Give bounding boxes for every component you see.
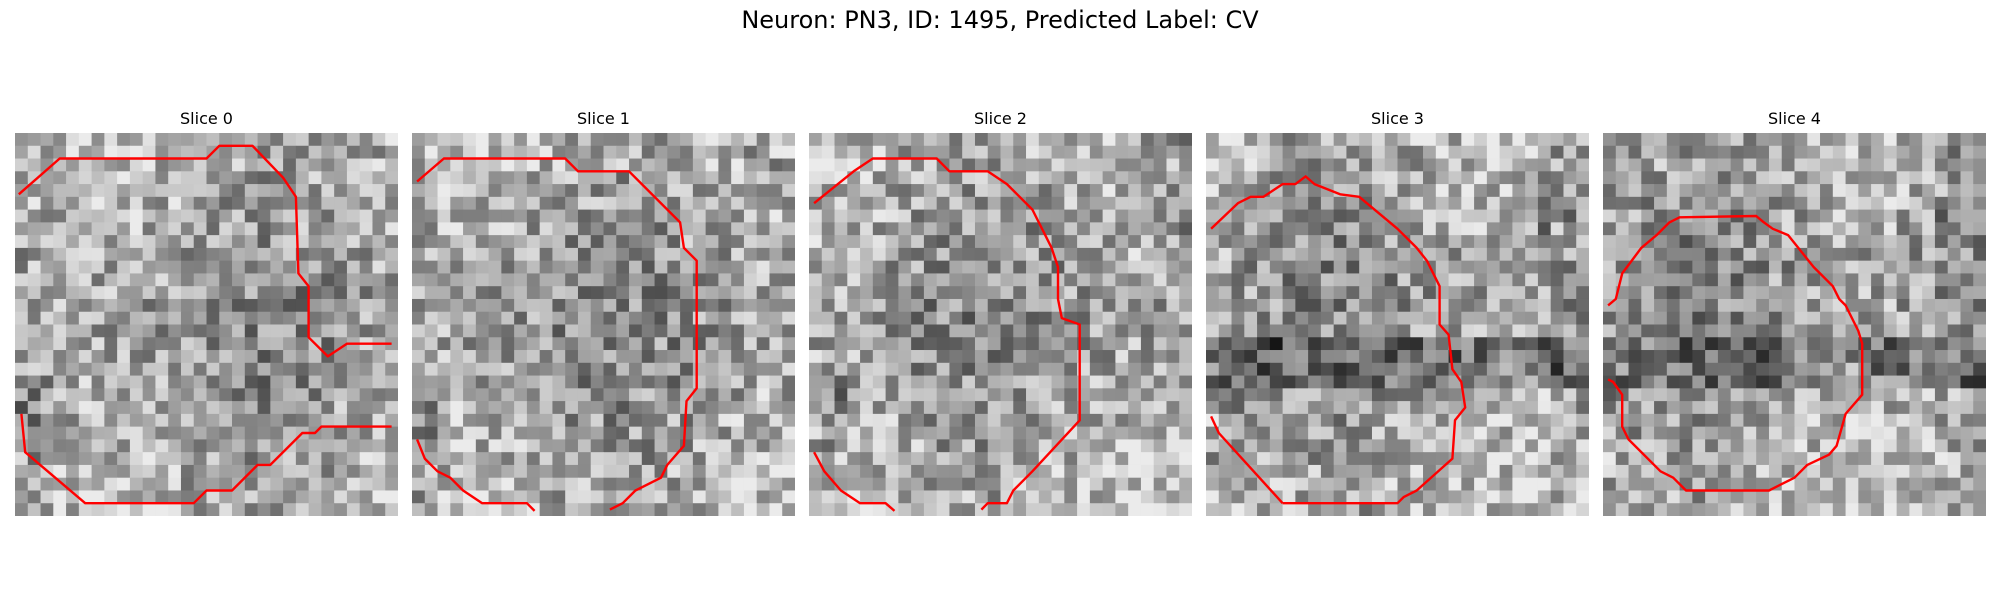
contour-line [20,413,392,505]
pixel-grid [15,133,398,516]
contour-line [416,157,698,511]
contour-line [813,451,896,512]
slice-panel-4: Slice 4 [1603,108,1986,516]
slice-title: Slice 1 [577,109,630,128]
slice-svg [1603,133,1986,516]
contour-line [1210,175,1467,505]
slice-panel-2: Slice 2 [809,108,1192,516]
pixel-grid [1603,133,1986,516]
contour-line [1607,214,1864,492]
slice-svg [1206,133,1589,516]
figure-title: Neuron: PN3, ID: 1495, Predicted Label: … [741,6,1259,34]
slice-image [412,133,795,516]
pixel-grid [809,133,1192,516]
slice-panel-3: Slice 3 [1206,108,1589,516]
pixel-grid [412,133,795,516]
slice-image [15,133,398,516]
slice-panel-0: Slice 0 [15,108,398,516]
slice-title: Slice 0 [180,109,233,128]
slice-image [1206,133,1589,516]
contour-line [18,144,392,358]
contour-line [813,157,1081,511]
slice-svg [15,133,398,516]
slice-image [809,133,1192,516]
slice-title: Slice 2 [974,109,1027,128]
slice-image [1603,133,1986,516]
pixel-grid [1206,133,1589,516]
contour-line [1210,415,1284,505]
slice-panel-1: Slice 1 [412,108,795,516]
slice-title: Slice 4 [1768,109,1821,128]
slice-title: Slice 3 [1371,109,1424,128]
contour-line [415,438,536,512]
slice-svg [809,133,1192,516]
slice-svg [412,133,795,516]
